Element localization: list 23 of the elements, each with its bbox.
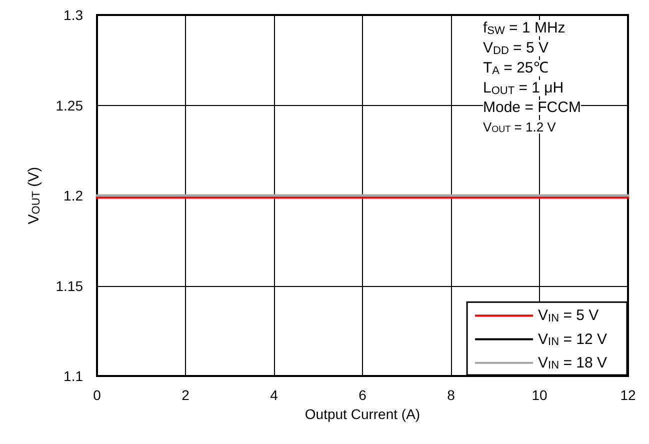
y-tick-label: 1.3 <box>64 7 84 23</box>
x-tick-label: 8 <box>447 387 456 403</box>
annotation: VDD = 5 V <box>483 40 548 57</box>
x-tick-label: 10 <box>532 387 548 403</box>
annotation: LOUT = 1 μH <box>483 80 564 97</box>
x-tick-label: 12 <box>620 387 636 403</box>
x-tick-label: 0 <box>93 387 102 403</box>
annotation: Mode = FCCM <box>483 99 581 116</box>
annotation: VOUT = 1.2 V <box>483 119 556 134</box>
legend-label: VIN = 18 V <box>538 354 607 372</box>
y-axis-title: VOUT (V) <box>25 166 42 224</box>
annotation: fSW = 1 MHz <box>483 20 566 37</box>
x-tick-label: 4 <box>270 387 278 403</box>
legend-label: VIN = 12 V <box>538 330 607 348</box>
y-tick-label: 1.2 <box>64 188 84 204</box>
x-axis-title: Output Current (A) <box>304 406 420 422</box>
y-tick-label: 1.15 <box>56 278 84 294</box>
legend-label: VIN = 5 V <box>538 307 599 324</box>
annotation: TA = 25℃ <box>483 60 548 77</box>
y-tick-label: 1.1 <box>64 368 84 384</box>
x-tick-label: 2 <box>182 387 190 403</box>
y-tick-label: 1.25 <box>56 97 84 114</box>
x-tick-label: 6 <box>358 387 367 403</box>
